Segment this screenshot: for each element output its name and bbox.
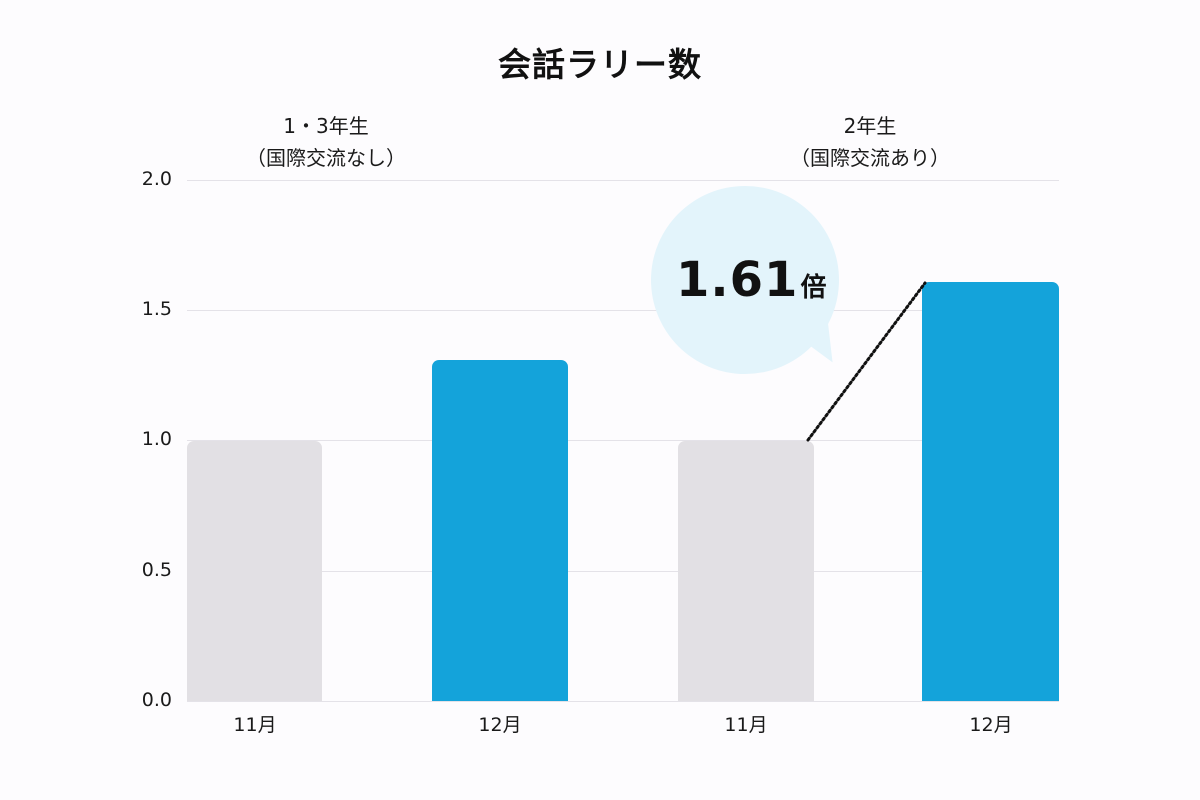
gridline-0-0 xyxy=(187,701,1059,702)
group-label-line2: （国際交流あり） xyxy=(790,146,950,170)
y-tick: 0.5 xyxy=(141,559,172,581)
group-label-line1: 2年生 xyxy=(843,114,897,138)
group-label-grade-2: 2年生 （国際交流あり） xyxy=(720,110,1020,174)
group-label-line1: 1・3年生 xyxy=(283,114,369,138)
ratio-value: 1.61 xyxy=(676,252,799,308)
gridline-0-5 xyxy=(187,571,1059,572)
chart-title: 会話ラリー数 xyxy=(498,45,702,84)
ratio-unit: 倍 xyxy=(800,273,827,303)
gridline-2-0 xyxy=(187,180,1059,181)
bar-grade-2-nov xyxy=(678,440,814,701)
y-tick: 0.0 xyxy=(141,689,172,711)
group-label-grade-1-3: 1・3年生 （国際交流なし） xyxy=(176,110,476,174)
ratio-callout: 1.61倍 xyxy=(676,252,826,308)
y-tick: 1.0 xyxy=(141,428,172,450)
x-tick: 12月 xyxy=(478,714,522,736)
y-tick: 1.5 xyxy=(141,298,172,320)
bar-grade-2-dec xyxy=(922,281,1059,701)
group-label-line2: （国際交流なし） xyxy=(246,146,406,170)
x-tick: 11月 xyxy=(724,714,768,736)
gridline-1-0 xyxy=(187,440,1059,441)
x-tick: 11月 xyxy=(233,714,277,736)
bar-grade-1-3-nov xyxy=(187,440,322,701)
x-tick: 12月 xyxy=(969,714,1013,736)
bar-grade-1-3-dec xyxy=(432,359,568,701)
gridline-1-5 xyxy=(187,310,1059,311)
speech-bubble xyxy=(651,186,839,374)
y-tick: 2.0 xyxy=(141,168,172,190)
